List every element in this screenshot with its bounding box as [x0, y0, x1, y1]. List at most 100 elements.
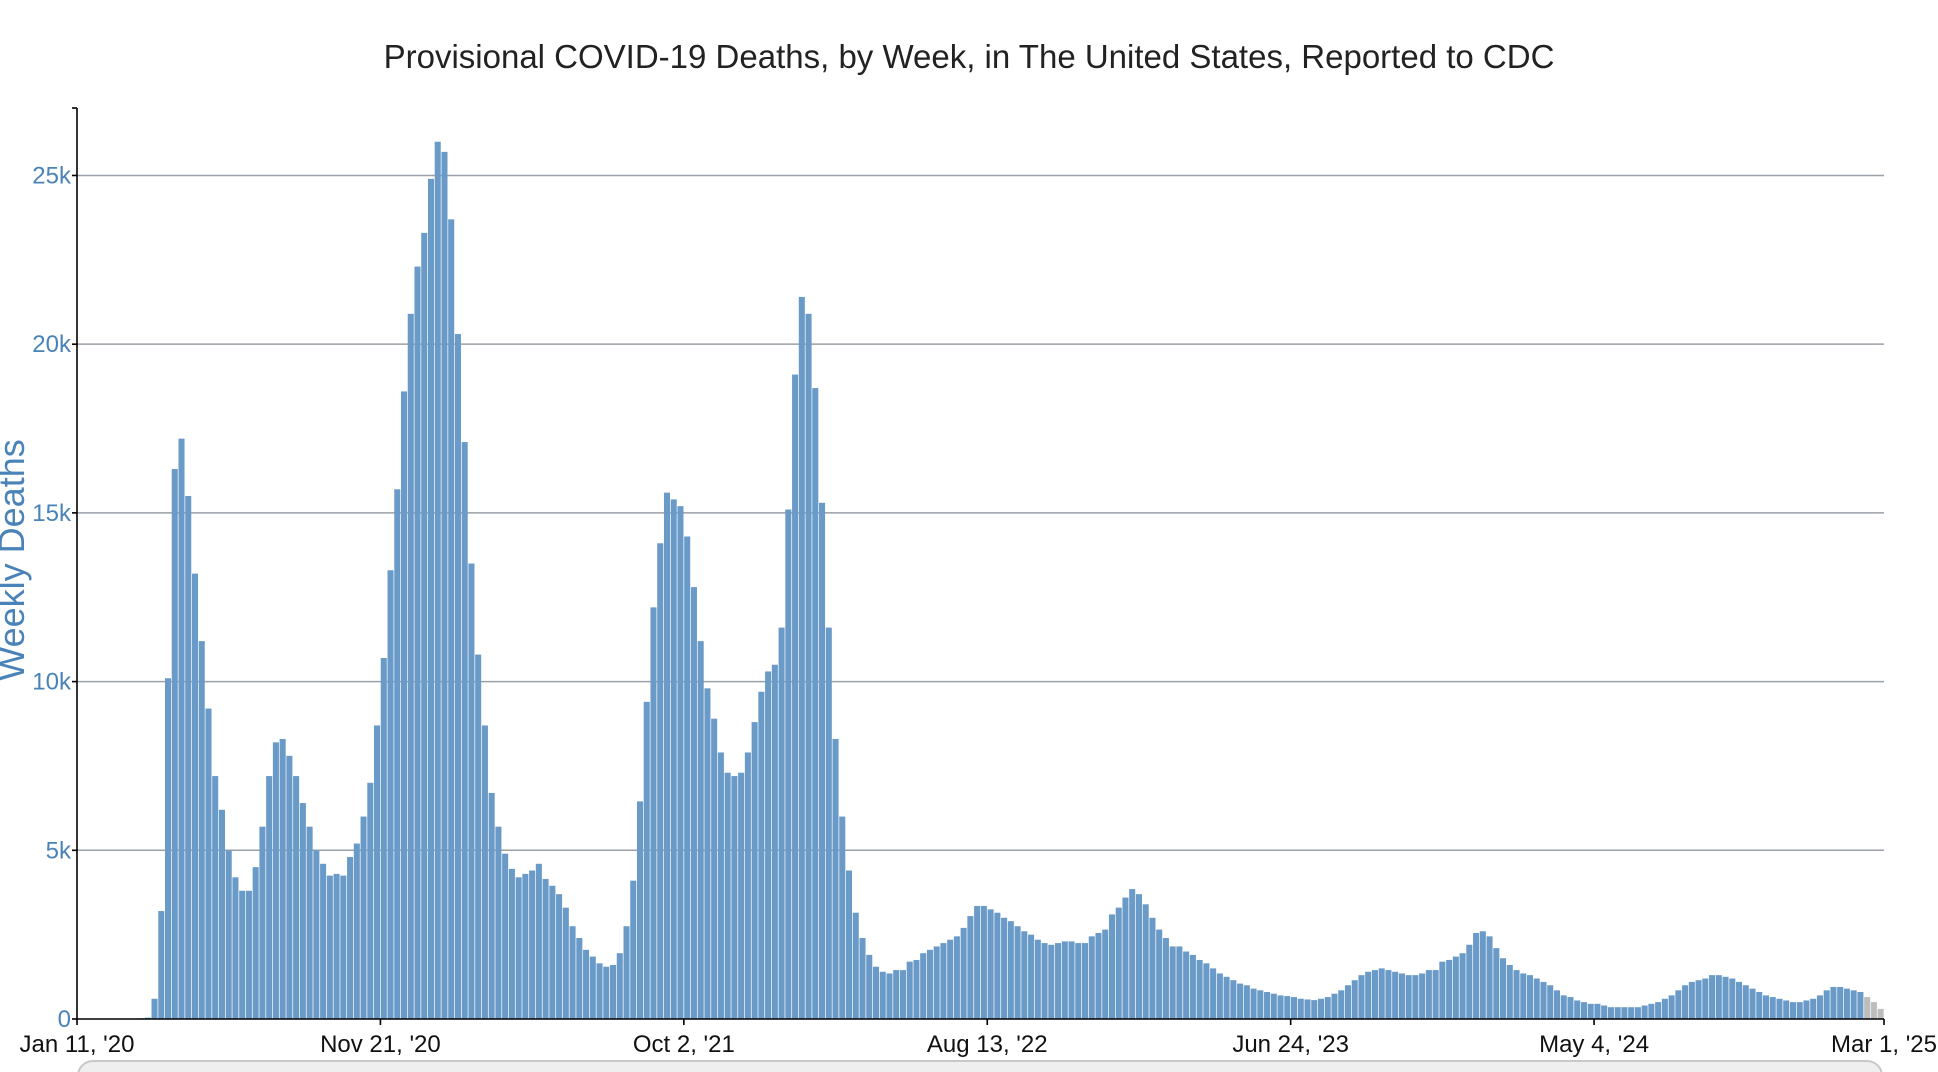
bar[interactable] — [481, 725, 488, 1019]
bar[interactable] — [448, 219, 455, 1019]
bar[interactable] — [529, 870, 536, 1019]
bar[interactable] — [1736, 981, 1743, 1019]
bar[interactable] — [839, 816, 846, 1019]
bar[interactable] — [1709, 975, 1716, 1019]
bar[interactable] — [212, 776, 219, 1019]
bar[interactable] — [1547, 985, 1554, 1019]
bar[interactable] — [400, 391, 408, 1019]
bar[interactable] — [744, 752, 751, 1019]
bar[interactable] — [1257, 990, 1264, 1019]
bar[interactable] — [1162, 938, 1169, 1019]
bar[interactable] — [711, 718, 718, 1019]
bar[interactable] — [1526, 975, 1534, 1019]
bar[interactable] — [1540, 981, 1547, 1019]
bar[interactable] — [1385, 970, 1392, 1019]
bar[interactable] — [1264, 992, 1271, 1019]
bar[interactable] — [1466, 944, 1473, 1019]
bar[interactable] — [394, 489, 401, 1019]
bar[interactable] — [1500, 958, 1507, 1019]
bar[interactable] — [502, 853, 509, 1019]
bar[interactable] — [313, 850, 320, 1019]
bar[interactable] — [845, 870, 853, 1019]
bar[interactable] — [360, 816, 367, 1019]
bar[interactable] — [751, 722, 758, 1019]
bar[interactable] — [387, 570, 394, 1019]
bar[interactable] — [886, 973, 893, 1019]
bar[interactable] — [441, 151, 448, 1019]
bar[interactable] — [1742, 985, 1749, 1019]
bar[interactable] — [306, 826, 313, 1019]
bar[interactable] — [1230, 980, 1237, 1019]
bar[interactable] — [623, 926, 630, 1019]
bar[interactable] — [576, 938, 583, 1019]
bar[interactable] — [475, 654, 482, 1019]
bar[interactable] — [1378, 968, 1385, 1019]
bar[interactable] — [495, 826, 502, 1019]
bar[interactable] — [684, 536, 691, 1019]
bar[interactable] — [454, 334, 461, 1019]
bar[interactable] — [1061, 941, 1068, 1019]
bar[interactable] — [610, 965, 617, 1019]
bar[interactable] — [374, 725, 381, 1019]
bar[interactable] — [1675, 990, 1682, 1019]
bar[interactable] — [1135, 894, 1142, 1019]
bar[interactable] — [738, 772, 745, 1019]
bar[interactable] — [1870, 1002, 1877, 1019]
bar[interactable] — [158, 911, 165, 1019]
bar[interactable] — [556, 894, 563, 1019]
bar[interactable] — [1857, 992, 1864, 1019]
bar[interactable] — [1371, 970, 1378, 1019]
bar[interactable] — [1129, 889, 1136, 1019]
bar[interactable] — [266, 776, 273, 1019]
bar[interactable] — [704, 688, 711, 1019]
bar[interactable] — [333, 873, 340, 1019]
bar[interactable] — [947, 939, 954, 1019]
bar[interactable] — [320, 863, 327, 1019]
bar[interactable] — [1102, 929, 1109, 1019]
bar[interactable] — [1365, 971, 1372, 1019]
bar[interactable] — [1021, 931, 1028, 1019]
bar[interactable] — [1203, 963, 1210, 1019]
bar[interactable] — [1830, 986, 1837, 1019]
bar[interactable] — [1210, 968, 1217, 1019]
bar[interactable] — [866, 954, 873, 1019]
bar[interactable] — [1668, 995, 1675, 1019]
bar[interactable] — [562, 907, 569, 1019]
bar[interactable] — [1122, 897, 1129, 1019]
bar[interactable] — [859, 938, 866, 1019]
bar[interactable] — [967, 916, 974, 1019]
bar[interactable] — [1655, 1002, 1662, 1019]
bar[interactable] — [185, 496, 192, 1019]
bar[interactable] — [690, 587, 697, 1019]
bar[interactable] — [1048, 944, 1055, 1019]
bar[interactable] — [1688, 981, 1695, 1019]
bar[interactable] — [933, 946, 940, 1019]
bar[interactable] — [1796, 1002, 1803, 1019]
bar[interactable] — [1183, 951, 1190, 1019]
bar[interactable] — [980, 905, 987, 1019]
bar[interactable] — [1250, 988, 1257, 1019]
bar[interactable] — [225, 850, 232, 1019]
bar[interactable] — [367, 782, 374, 1019]
bar[interactable] — [825, 627, 832, 1019]
bar[interactable] — [1594, 1003, 1601, 1019]
bar[interactable] — [1095, 932, 1102, 1019]
bar[interactable] — [1641, 1005, 1648, 1019]
bar[interactable] — [893, 970, 900, 1019]
bar[interactable] — [1574, 1000, 1581, 1019]
bar[interactable] — [1816, 995, 1823, 1019]
bar[interactable] — [1081, 943, 1089, 1019]
bar[interactable] — [414, 266, 421, 1019]
bar[interactable] — [1358, 975, 1365, 1019]
bar[interactable] — [1749, 988, 1756, 1019]
bar[interactable] — [1237, 983, 1244, 1019]
bar[interactable] — [1324, 997, 1331, 1019]
bar[interactable] — [1398, 973, 1405, 1019]
bar[interactable] — [340, 875, 347, 1019]
bar[interactable] — [920, 953, 927, 1019]
bar[interactable] — [1789, 1002, 1796, 1019]
bar[interactable] — [1392, 971, 1399, 1019]
bar[interactable] — [1108, 914, 1116, 1019]
bar[interactable] — [1156, 929, 1163, 1019]
bar[interactable] — [758, 691, 765, 1019]
